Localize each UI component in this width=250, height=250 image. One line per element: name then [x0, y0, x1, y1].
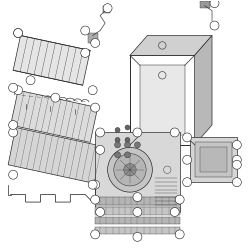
Circle shape [232, 178, 241, 187]
Circle shape [96, 146, 104, 154]
Circle shape [103, 4, 112, 13]
Polygon shape [140, 65, 185, 135]
Polygon shape [95, 227, 180, 234]
Circle shape [115, 138, 120, 142]
Circle shape [91, 38, 100, 48]
Polygon shape [88, 33, 98, 43]
Circle shape [9, 120, 18, 130]
Circle shape [14, 28, 22, 38]
Circle shape [81, 26, 90, 35]
Circle shape [114, 152, 120, 158]
Polygon shape [200, 1, 209, 8]
Circle shape [175, 195, 184, 204]
Circle shape [88, 180, 97, 189]
Circle shape [183, 178, 192, 187]
Circle shape [133, 208, 142, 216]
Circle shape [73, 112, 77, 116]
Circle shape [91, 230, 100, 239]
Circle shape [108, 147, 152, 192]
Circle shape [88, 86, 97, 95]
Polygon shape [200, 147, 227, 172]
Circle shape [91, 103, 100, 112]
Circle shape [9, 83, 18, 92]
Circle shape [133, 128, 142, 137]
Circle shape [91, 180, 100, 189]
Circle shape [232, 160, 241, 169]
Polygon shape [95, 197, 180, 204]
Polygon shape [8, 128, 108, 185]
Polygon shape [95, 207, 180, 214]
Circle shape [96, 208, 104, 216]
Circle shape [134, 142, 140, 148]
Circle shape [125, 125, 130, 130]
Polygon shape [95, 132, 180, 212]
Polygon shape [194, 36, 212, 145]
Circle shape [232, 140, 241, 149]
Circle shape [133, 232, 142, 241]
Circle shape [124, 152, 130, 158]
Circle shape [124, 164, 136, 176]
Circle shape [96, 128, 104, 137]
Polygon shape [93, 180, 98, 187]
Circle shape [26, 76, 35, 85]
Polygon shape [13, 36, 90, 85]
Circle shape [91, 195, 100, 204]
Circle shape [9, 170, 18, 179]
Circle shape [133, 192, 142, 202]
Circle shape [14, 86, 22, 95]
Circle shape [24, 108, 28, 112]
Circle shape [14, 28, 22, 38]
Circle shape [210, 21, 219, 30]
Circle shape [114, 154, 146, 186]
Polygon shape [130, 36, 212, 56]
Circle shape [81, 48, 90, 58]
Circle shape [51, 93, 60, 102]
Circle shape [183, 155, 192, 164]
Circle shape [210, 0, 219, 8]
Polygon shape [194, 142, 232, 177]
Circle shape [124, 142, 130, 148]
Circle shape [114, 142, 120, 148]
Circle shape [115, 128, 120, 132]
Polygon shape [95, 217, 180, 224]
Circle shape [125, 138, 130, 142]
Circle shape [170, 208, 179, 216]
Circle shape [48, 110, 52, 114]
Polygon shape [103, 6, 110, 13]
Circle shape [232, 155, 241, 164]
Circle shape [183, 133, 192, 142]
Circle shape [9, 128, 18, 137]
Circle shape [170, 128, 179, 137]
Polygon shape [190, 138, 237, 182]
Polygon shape [11, 90, 98, 142]
Circle shape [175, 230, 184, 239]
